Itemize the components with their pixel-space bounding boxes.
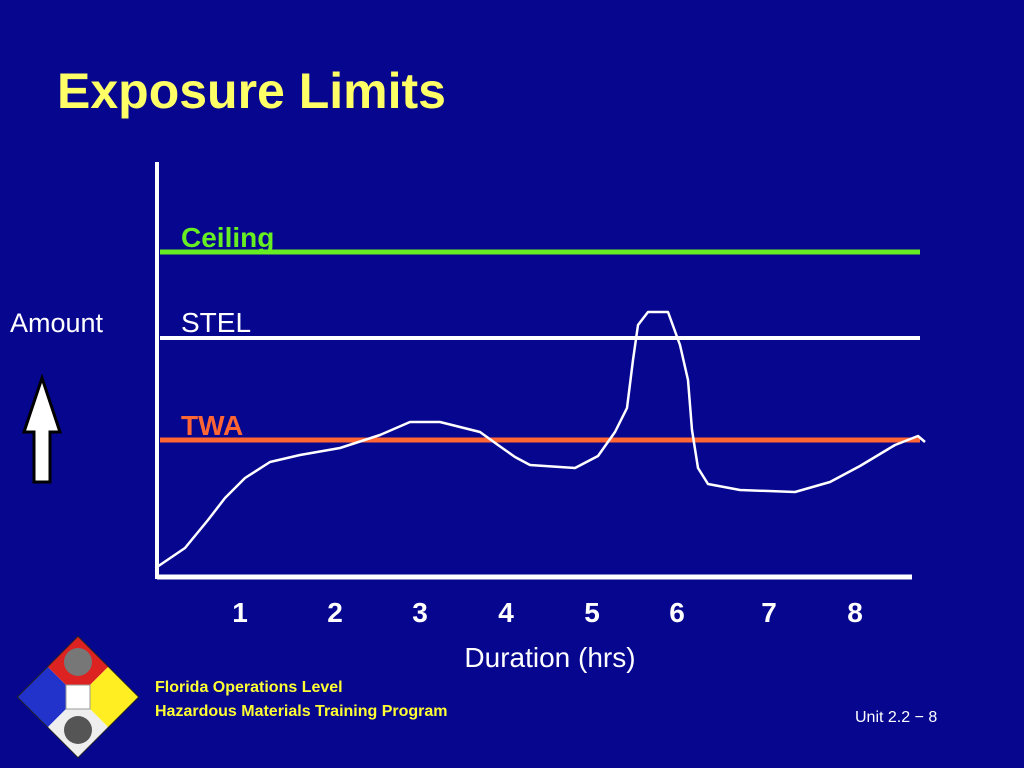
x-label: 3 (412, 597, 428, 628)
twa-label: TWA (181, 410, 243, 441)
logo-figure (64, 648, 92, 676)
logo-center (65, 684, 91, 710)
x-label: 7 (761, 597, 777, 628)
x-label: 5 (584, 597, 600, 628)
up-arrow (21, 373, 63, 484)
x-label: 4 (498, 597, 514, 628)
x-label: 6 (669, 597, 685, 628)
ceiling-label: Ceiling (181, 222, 274, 253)
slide-title: Exposure Limits (57, 63, 446, 119)
x-labels: 1 2 3 4 5 6 7 8 (232, 597, 863, 628)
exposure-curve (156, 310, 926, 569)
footer-program: Hazardous Materials Training Program (155, 703, 448, 720)
x-label: 2 (327, 597, 343, 628)
x-label: 8 (847, 597, 863, 628)
logo-figure (64, 716, 92, 744)
logo (16, 635, 140, 759)
footer-program: Florida Operations Level (155, 679, 343, 696)
slide-number: Unit 2.2 − 8 (855, 709, 937, 726)
stel-label: STEL (181, 307, 251, 338)
y-axis-label: Amount (10, 308, 104, 338)
x-axis-title: Duration (hrs) (464, 642, 635, 673)
x-label: 1 (232, 597, 248, 628)
